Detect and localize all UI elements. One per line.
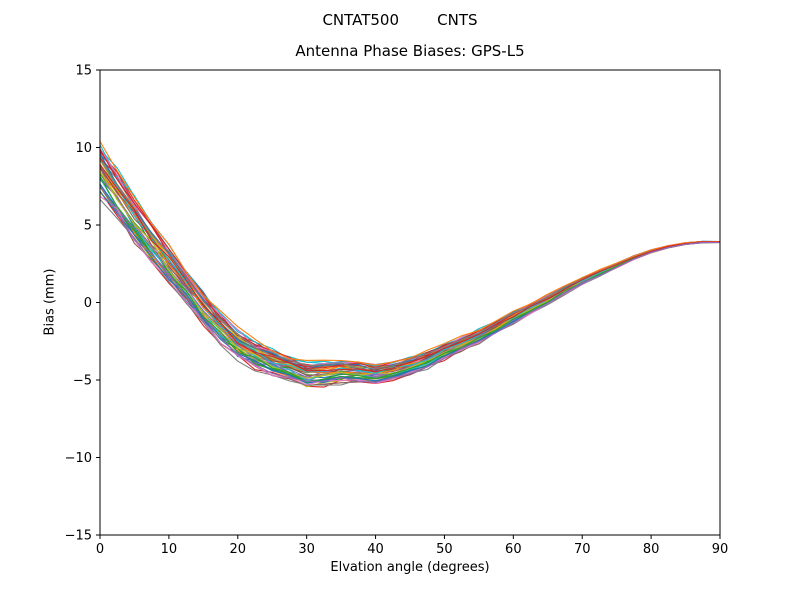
- y-tick-label: 5: [84, 219, 92, 234]
- series-line: [99, 176, 721, 383]
- x-tick-label: 60: [505, 542, 522, 557]
- series-line: [99, 140, 721, 366]
- y-tick-label: 15: [75, 64, 92, 79]
- x-tick-label: 0: [96, 542, 104, 557]
- x-tick-label: 20: [230, 542, 247, 557]
- y-tick-label: 0: [84, 296, 92, 311]
- series-line: [99, 179, 721, 379]
- x-tick-label: 40: [367, 542, 384, 557]
- series-line: [99, 173, 721, 377]
- chart-suptitle: CNTAT500 CNTS: [322, 11, 478, 29]
- x-tick-label: 90: [712, 542, 729, 557]
- series-line: [99, 171, 721, 375]
- series-line: [99, 164, 721, 373]
- series-line: [99, 148, 721, 367]
- series-line: [99, 144, 721, 367]
- series-line: [99, 167, 721, 375]
- y-tick-label: −15: [65, 529, 92, 544]
- series-line: [99, 164, 721, 375]
- x-tick-label: 50: [436, 542, 453, 557]
- series-line: [99, 175, 721, 382]
- series-line: [99, 158, 721, 371]
- x-tick-label: 10: [161, 542, 178, 557]
- series-line: [99, 159, 721, 372]
- chart-title: Antenna Phase Biases: GPS-L5: [295, 42, 525, 60]
- series-line: [99, 167, 721, 378]
- series-line: [99, 170, 721, 379]
- x-tick-label: 80: [643, 542, 660, 557]
- series-line: [99, 158, 721, 369]
- x-tick-label: 30: [298, 542, 315, 557]
- series-line: [99, 156, 721, 373]
- series-line: [99, 176, 721, 379]
- x-axis-label: Elvation angle (degrees): [330, 560, 490, 575]
- series-line: [99, 167, 721, 376]
- series-line: [99, 185, 721, 384]
- series-line: [99, 148, 721, 367]
- y-tick-label: −10: [65, 451, 92, 466]
- y-tick-label: −5: [73, 374, 92, 389]
- series-line: [99, 163, 721, 372]
- y-axis-label: Bias (mm): [42, 268, 58, 336]
- series-line: [99, 163, 721, 373]
- series-line: [99, 173, 721, 381]
- series-line: [99, 159, 721, 374]
- x-tick-label: 70: [574, 542, 591, 557]
- y-tick-label: 10: [75, 141, 92, 156]
- series-line: [99, 166, 721, 372]
